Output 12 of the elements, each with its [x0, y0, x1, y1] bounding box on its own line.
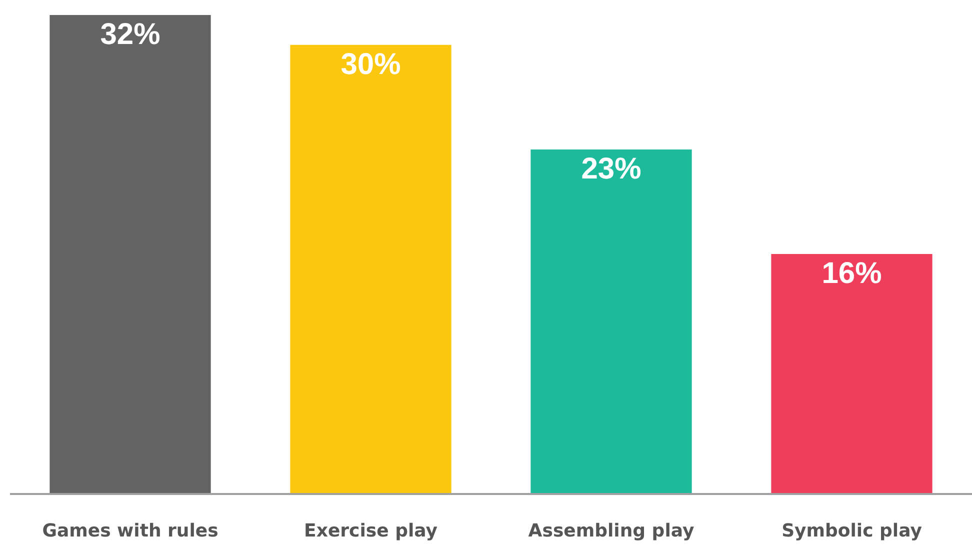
x-tick-label: Exercise play — [304, 520, 438, 542]
data-label: 30% — [340, 48, 401, 81]
data-label: 32% — [100, 18, 160, 51]
x-tick-label: Games with rules — [42, 520, 218, 542]
bar — [771, 254, 932, 493]
data-label: 23% — [581, 152, 642, 186]
x-tick-label: Symbolic play — [782, 520, 922, 542]
x-tick-label: Assembling play — [528, 520, 694, 542]
data-label: 16% — [822, 257, 882, 290]
bar — [290, 44, 452, 493]
bar — [530, 149, 692, 493]
bar — [50, 15, 211, 493]
